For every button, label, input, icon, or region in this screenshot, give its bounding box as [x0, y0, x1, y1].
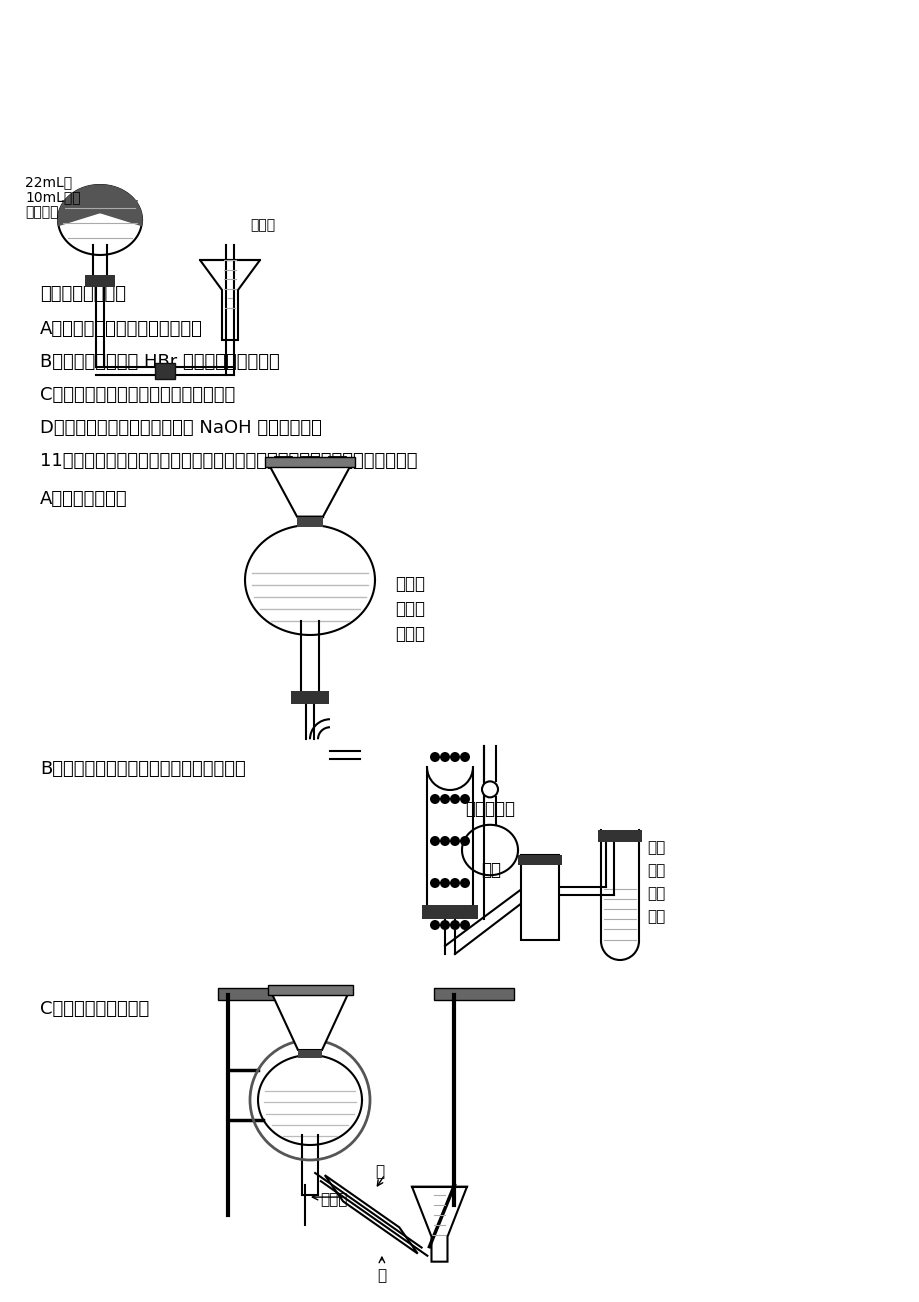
- Text: 蒸馏水: 蒸馏水: [250, 217, 275, 232]
- Text: B．白雾出现是因为 HBr 易挥发且极易溶于水: B．白雾出现是因为 HBr 易挥发且极易溶于水: [40, 353, 279, 371]
- Text: 11、下列装置或操作能达到实验目的（必要的夹持装置及石棉网已省略）的是: 11、下列装置或操作能达到实验目的（必要的夹持装置及石棉网已省略）的是: [40, 452, 417, 470]
- Text: C．装置图中长直玻璃导管仅起导气作用: C．装置图中长直玻璃导管仅起导气作用: [40, 385, 235, 404]
- Bar: [422, 905, 478, 919]
- Text: B．实验室制乙炔并验证乙炔发生氧化反应: B．实验室制乙炔并验证乙炔发生氧化反应: [40, 760, 245, 779]
- Bar: [520, 855, 559, 940]
- Circle shape: [449, 878, 460, 888]
- Text: C．实验室中分馏石油: C．实验室中分馏石油: [40, 1000, 149, 1018]
- Circle shape: [429, 878, 439, 888]
- Circle shape: [429, 753, 439, 762]
- Text: 温度计: 温度计: [320, 1193, 347, 1207]
- Text: 电石: 电石: [481, 861, 501, 879]
- Circle shape: [460, 878, 470, 888]
- Circle shape: [460, 836, 470, 846]
- Circle shape: [449, 794, 460, 805]
- Bar: [267, 986, 352, 995]
- Circle shape: [449, 836, 460, 846]
- Bar: [517, 855, 562, 865]
- Text: D．溴苯中溶有少量的溴，可用 NaOH 溶液洗涤除去: D．溴苯中溶有少量的溴，可用 NaOH 溶液洗涤除去: [40, 419, 322, 437]
- Circle shape: [460, 921, 470, 930]
- Bar: [597, 829, 641, 842]
- Circle shape: [429, 836, 439, 846]
- Text: 水: 水: [375, 1164, 384, 1180]
- Text: 10mL液溴: 10mL液溴: [25, 190, 81, 204]
- Text: 混合液: 混合液: [394, 625, 425, 643]
- Bar: [265, 457, 355, 466]
- Circle shape: [439, 753, 449, 762]
- Bar: [218, 988, 337, 1000]
- Polygon shape: [269, 466, 349, 517]
- Text: 水: 水: [377, 1268, 386, 1282]
- Circle shape: [439, 921, 449, 930]
- Circle shape: [460, 794, 470, 805]
- Bar: [522, 893, 556, 937]
- Text: 高锰: 高锰: [646, 840, 664, 855]
- Text: 酸钾: 酸钾: [646, 863, 664, 878]
- Text: 下列说法错误的是: 下列说法错误的是: [40, 285, 126, 303]
- Text: 少量铁粉: 少量铁粉: [25, 204, 59, 219]
- Text: 溶液: 溶液: [646, 909, 664, 924]
- Circle shape: [439, 836, 449, 846]
- Circle shape: [449, 753, 460, 762]
- Text: 酸性: 酸性: [646, 885, 664, 901]
- Polygon shape: [58, 185, 142, 225]
- Bar: [297, 517, 323, 526]
- Text: 22mL苯: 22mL苯: [25, 174, 72, 189]
- Circle shape: [460, 753, 470, 762]
- Bar: [154, 362, 175, 379]
- Circle shape: [439, 794, 449, 805]
- Text: 浓硫酸: 浓硫酸: [394, 575, 425, 592]
- Text: 饱和食盐水: 饱和食盐水: [464, 799, 515, 818]
- Polygon shape: [272, 995, 347, 1049]
- Bar: [290, 691, 329, 704]
- Text: A．制备溴苯的反应属于取代反应: A．制备溴苯的反应属于取代反应: [40, 320, 203, 339]
- Bar: [434, 988, 514, 1000]
- Bar: [298, 1049, 322, 1059]
- Bar: [85, 275, 115, 286]
- Circle shape: [429, 921, 439, 930]
- Circle shape: [429, 794, 439, 805]
- Circle shape: [439, 878, 449, 888]
- Text: 和乙醇: 和乙醇: [394, 600, 425, 618]
- Text: A．实验室制乙烯: A．实验室制乙烯: [40, 490, 128, 508]
- Circle shape: [449, 921, 460, 930]
- Circle shape: [482, 781, 497, 797]
